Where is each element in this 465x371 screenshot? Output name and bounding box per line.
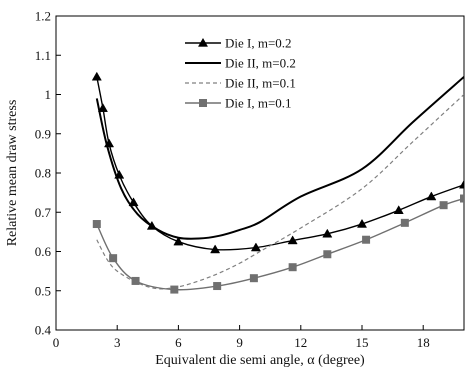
legend-item: Die I, m=0.2 bbox=[185, 36, 292, 51]
legend-label: Die I, m=0.2 bbox=[225, 36, 292, 51]
data-point-marker bbox=[128, 197, 139, 207]
y-tick-label: 0.9 bbox=[35, 126, 51, 141]
data-point-marker bbox=[91, 71, 102, 81]
legend-item: Die II, m=0.2 bbox=[185, 56, 296, 71]
y-tick-label: 0.5 bbox=[35, 283, 51, 298]
data-point-marker bbox=[97, 103, 108, 112]
data-point-marker bbox=[439, 201, 448, 210]
legend-item: Die I, m=0.1 bbox=[185, 96, 292, 111]
data-point-marker bbox=[213, 282, 222, 291]
data-point-marker bbox=[287, 235, 298, 245]
data-point-marker bbox=[250, 242, 261, 252]
x-tick-label: 18 bbox=[417, 335, 430, 350]
data-point-marker bbox=[249, 274, 258, 283]
data-point-marker bbox=[356, 218, 368, 228]
data-point-marker bbox=[323, 250, 332, 259]
y-tick-label: 0.8 bbox=[35, 166, 51, 181]
data-point-marker bbox=[92, 220, 101, 229]
series-line bbox=[96, 197, 464, 291]
y-tick-label: 0.6 bbox=[35, 244, 52, 259]
data-point-marker bbox=[458, 179, 464, 189]
data-point-marker bbox=[288, 263, 297, 272]
series-4 bbox=[92, 194, 464, 294]
data-point-marker bbox=[393, 205, 404, 214]
series-3 bbox=[96, 94, 464, 290]
legend-item: Die II, m=0.1 bbox=[185, 76, 296, 91]
legend-label: Die II, m=0.2 bbox=[225, 56, 296, 71]
y-tick-label: 1.2 bbox=[35, 9, 51, 24]
x-tick-label: 3 bbox=[114, 335, 121, 350]
data-point-marker bbox=[170, 285, 179, 294]
data-point-marker bbox=[400, 218, 409, 227]
x-axis-title: Equivalent die semi angle, α (degree) bbox=[155, 353, 365, 368]
data-point-marker bbox=[131, 276, 140, 285]
legend-marker bbox=[199, 99, 207, 107]
x-tick-label: 12 bbox=[294, 335, 307, 350]
legend-label: Die II, m=0.1 bbox=[225, 76, 296, 91]
series-layer bbox=[91, 71, 464, 294]
x-tick-label: 15 bbox=[356, 335, 369, 350]
y-tick-label: 1.1 bbox=[35, 48, 51, 63]
legend-label: Die I, m=0.1 bbox=[225, 96, 292, 111]
series-line bbox=[95, 76, 464, 240]
y-tick-label: 0.4 bbox=[35, 323, 52, 338]
data-point-marker bbox=[210, 244, 221, 254]
series-line bbox=[96, 94, 464, 290]
legend-marker bbox=[197, 37, 209, 47]
data-point-marker bbox=[173, 236, 184, 246]
x-tick-label: 9 bbox=[236, 335, 243, 350]
x-tick-label: 6 bbox=[175, 335, 182, 350]
data-point-marker bbox=[109, 254, 118, 263]
series-2 bbox=[95, 76, 464, 240]
y-tick-label: 1 bbox=[45, 87, 52, 102]
y-tick-label: 0.7 bbox=[35, 205, 52, 220]
data-point-marker bbox=[362, 235, 371, 244]
legend: Die I, m=0.2 Die II, m=0.2 Die II, m=0.1 Di… bbox=[185, 36, 296, 111]
x-tick-label: 0 bbox=[53, 335, 60, 350]
y-axis-title: Relative mean draw stress bbox=[5, 100, 20, 247]
data-point-marker bbox=[426, 191, 437, 201]
data-point-marker bbox=[322, 228, 333, 238]
ticks-layer: 0 3 6 9 12 15 18 0.4 0.5 0.6 0.7 0.8 0.9 1 1.1 1.2 bbox=[35, 9, 430, 351]
data-point-marker bbox=[460, 194, 464, 203]
